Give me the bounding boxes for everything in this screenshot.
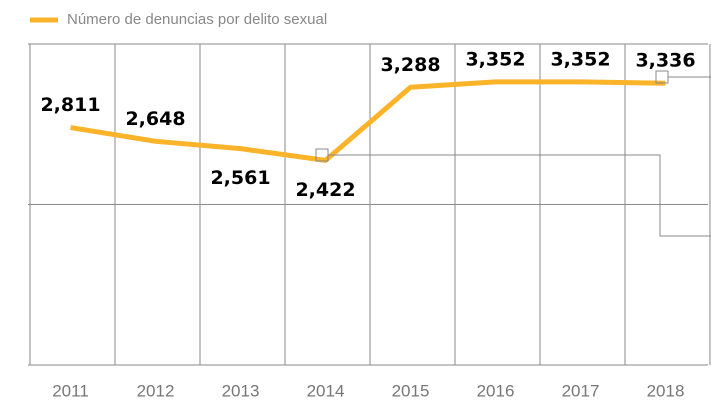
plot: 2011 2012 2013 2014 2015 2016 2017 2018 2,811 2,6…: [28, 11, 711, 400]
x-tick-label: 2011: [52, 381, 89, 400]
x-tick-label: 2015: [392, 381, 430, 400]
data-label: 2,648: [125, 108, 185, 130]
data-label: 3,352: [465, 48, 525, 70]
annotation-leaders: [315, 70, 711, 237]
x-tick-label: 2013: [222, 381, 260, 400]
x-tick-label: 2017: [562, 381, 600, 400]
x-tick-label: 2016: [477, 381, 515, 400]
x-tick-label: 2012: [137, 381, 175, 400]
line: [70, 79, 666, 163]
leader-line: [328, 154, 711, 237]
data-label: 3,288: [380, 54, 440, 76]
data-label: 2,811: [40, 94, 100, 116]
data-label: 3,352: [550, 48, 610, 70]
legend-label: Número de denuncias por delito sexual: [67, 11, 327, 28]
data-label: 3,336: [635, 50, 695, 72]
x-tick-label: 2014: [307, 381, 345, 400]
data-label: 2,422: [295, 179, 355, 201]
data-label: 2,561: [210, 167, 270, 189]
x-tick-label: 2018: [647, 381, 685, 400]
